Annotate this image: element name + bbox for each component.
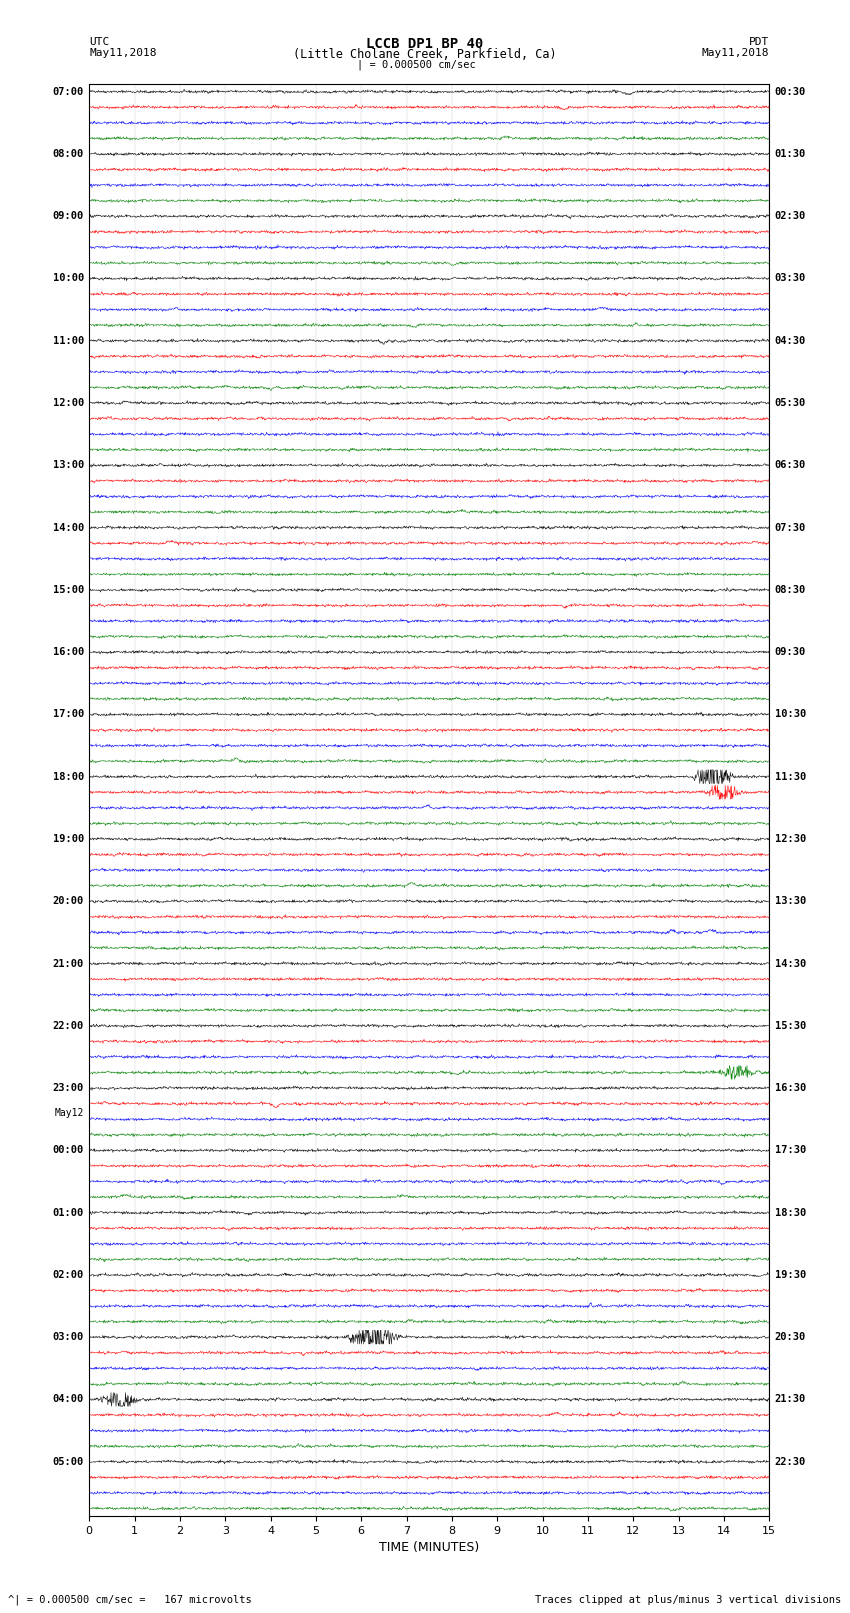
Text: May12: May12 — [54, 1108, 84, 1118]
Text: 16:00: 16:00 — [53, 647, 84, 656]
Text: 20:00: 20:00 — [53, 897, 84, 907]
Text: 00:30: 00:30 — [774, 87, 806, 97]
Text: 17:30: 17:30 — [774, 1145, 806, 1155]
Text: 08:30: 08:30 — [774, 586, 806, 595]
Text: ^| = 0.000500 cm/sec =   167 microvolts: ^| = 0.000500 cm/sec = 167 microvolts — [8, 1594, 252, 1605]
Text: 20:30: 20:30 — [774, 1332, 806, 1342]
Text: 18:00: 18:00 — [53, 771, 84, 782]
Text: 07:00: 07:00 — [53, 87, 84, 97]
Text: 21:00: 21:00 — [53, 958, 84, 968]
Text: 05:30: 05:30 — [774, 398, 806, 408]
Text: 00:00: 00:00 — [53, 1145, 84, 1155]
Text: May11,2018: May11,2018 — [702, 48, 769, 58]
Text: 23:00: 23:00 — [53, 1082, 84, 1094]
Text: 19:30: 19:30 — [774, 1269, 806, 1279]
Text: 17:00: 17:00 — [53, 710, 84, 719]
Text: PDT: PDT — [749, 37, 769, 47]
Text: 02:30: 02:30 — [774, 211, 806, 221]
Text: 15:00: 15:00 — [53, 586, 84, 595]
Text: 12:00: 12:00 — [53, 398, 84, 408]
Text: 05:00: 05:00 — [53, 1457, 84, 1466]
Text: (Little Cholane Creek, Parkfield, Ca): (Little Cholane Creek, Parkfield, Ca) — [293, 48, 557, 61]
Text: 14:00: 14:00 — [53, 523, 84, 532]
Text: 11:00: 11:00 — [53, 336, 84, 345]
Text: 04:30: 04:30 — [774, 336, 806, 345]
Text: 22:00: 22:00 — [53, 1021, 84, 1031]
Text: | = 0.000500 cm/sec: | = 0.000500 cm/sec — [357, 60, 476, 71]
Text: 09:30: 09:30 — [774, 647, 806, 656]
Text: 22:30: 22:30 — [774, 1457, 806, 1466]
Text: LCCB DP1 BP 40: LCCB DP1 BP 40 — [366, 37, 484, 52]
Text: 04:00: 04:00 — [53, 1395, 84, 1405]
X-axis label: TIME (MINUTES): TIME (MINUTES) — [379, 1542, 479, 1555]
Text: 19:00: 19:00 — [53, 834, 84, 844]
Text: 16:30: 16:30 — [774, 1082, 806, 1094]
Text: 08:00: 08:00 — [53, 148, 84, 160]
Text: May11,2018: May11,2018 — [89, 48, 156, 58]
Text: Traces clipped at plus/minus 3 vertical divisions: Traces clipped at plus/minus 3 vertical … — [536, 1595, 842, 1605]
Text: 10:30: 10:30 — [774, 710, 806, 719]
Text: 14:30: 14:30 — [774, 958, 806, 968]
Text: 03:00: 03:00 — [53, 1332, 84, 1342]
Text: 12:30: 12:30 — [774, 834, 806, 844]
Text: 11:30: 11:30 — [774, 771, 806, 782]
Text: 13:00: 13:00 — [53, 460, 84, 471]
Text: 21:30: 21:30 — [774, 1395, 806, 1405]
Text: 03:30: 03:30 — [774, 274, 806, 284]
Text: 02:00: 02:00 — [53, 1269, 84, 1279]
Text: 13:30: 13:30 — [774, 897, 806, 907]
Text: UTC: UTC — [89, 37, 110, 47]
Text: 09:00: 09:00 — [53, 211, 84, 221]
Text: 07:30: 07:30 — [774, 523, 806, 532]
Text: 01:30: 01:30 — [774, 148, 806, 160]
Text: 15:30: 15:30 — [774, 1021, 806, 1031]
Text: 06:30: 06:30 — [774, 460, 806, 471]
Text: 10:00: 10:00 — [53, 274, 84, 284]
Text: 18:30: 18:30 — [774, 1208, 806, 1218]
Text: 01:00: 01:00 — [53, 1208, 84, 1218]
